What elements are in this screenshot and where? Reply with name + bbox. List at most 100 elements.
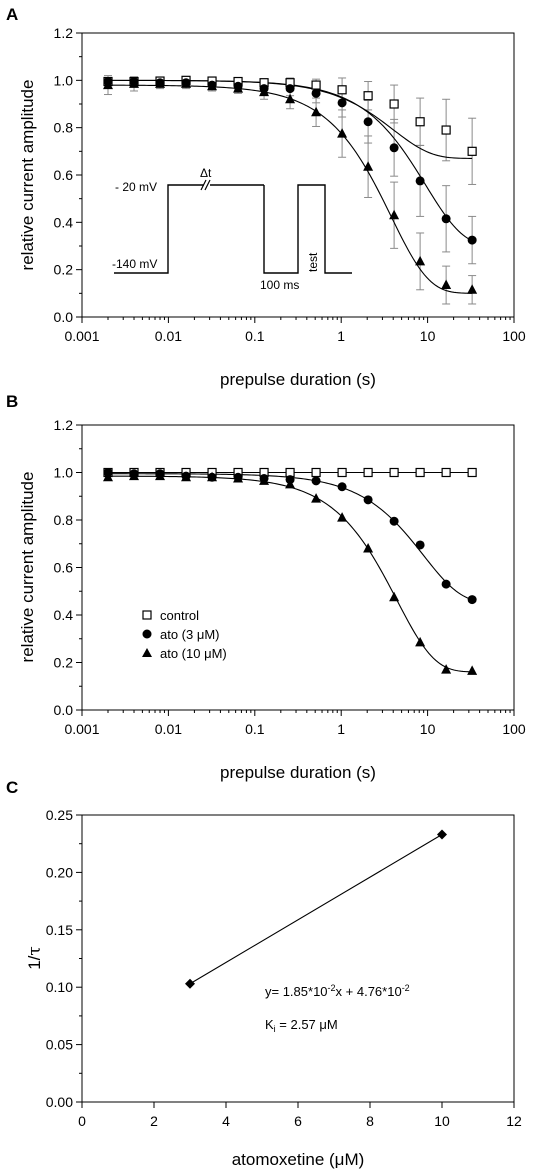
- data-point-square: [389, 99, 399, 109]
- data-point-circle: [441, 214, 451, 224]
- data-point-triangle: [389, 209, 400, 220]
- y-tick-label: 0.8: [54, 512, 74, 528]
- x-tick-label: 0.001: [64, 328, 99, 344]
- panel-b-data-points: [103, 467, 478, 675]
- y-tick-label: 0.00: [46, 1094, 73, 1110]
- data-point-circle: [363, 117, 373, 127]
- data-point-triangle: [103, 79, 114, 90]
- panel-a-x-axis: 0.001 0.01 0.1 1 10 100: [64, 317, 526, 344]
- panel-c-plot-frame: [81, 814, 515, 1103]
- data-point-square: [467, 146, 477, 156]
- x-tick-label: 1: [337, 328, 345, 344]
- data-point-square: [337, 467, 347, 478]
- x-tick-label: 2: [150, 1113, 158, 1129]
- data-point-circle: [285, 84, 295, 94]
- data-point-triangle: [259, 475, 270, 485]
- fit-curve: [108, 473, 473, 601]
- data-point-circle: [337, 98, 347, 108]
- y-tick-label: 0.15: [46, 922, 73, 938]
- regression-line: [189, 834, 443, 985]
- data-point-circle: [389, 516, 399, 526]
- x-tick-label: 0.1: [245, 721, 265, 737]
- legend-label-control: control: [160, 608, 199, 623]
- panel-c-x-axis: 0 2 4 6 8 10 12: [78, 1102, 522, 1129]
- data-point-triangle: [363, 543, 374, 553]
- data-point-circle: [337, 482, 347, 492]
- data-point-triangle: [259, 86, 270, 97]
- data-point-circle: [415, 540, 425, 550]
- y-tick-label: 0.8: [54, 120, 74, 136]
- panel-b-plot-frame: [81, 424, 515, 711]
- data-point-triangle: [337, 512, 348, 522]
- y-tick-label: 0.0: [54, 702, 74, 718]
- data-point-triangle: [389, 591, 400, 602]
- data-point-square: [441, 467, 451, 478]
- data-point-triangle: [103, 471, 114, 482]
- x-tick-label: 10: [420, 328, 436, 344]
- protocol-label-gap: 100 ms: [260, 278, 299, 292]
- data-point-circle: [467, 235, 477, 245]
- data-point-circle: [363, 495, 373, 505]
- panel-a-x-axis-label: prepulse duration (s): [220, 370, 376, 389]
- data-point-square: [311, 80, 321, 90]
- panel-c-ki: Ki = 2.57 μM: [265, 1017, 338, 1034]
- legend-label-ato-3: ato (3 μM): [160, 627, 220, 642]
- panel-b-y-axis: 0.0 0.2 0.4 0.6 0.8 1.0 1.2: [54, 417, 82, 718]
- data-point-circle: [415, 176, 425, 186]
- data-point-circle: [389, 143, 399, 153]
- data-point-circle: [467, 595, 477, 605]
- data-point-triangle: [233, 83, 244, 93]
- data-point-square: [389, 467, 399, 478]
- y-tick-label: 0.2: [54, 655, 74, 671]
- y-tick-label: 1.0: [54, 465, 74, 481]
- x-tick-label: 1: [337, 721, 345, 737]
- panel-c-y-axis: 0.00 0.05 0.10 0.15 0.20 0.25: [46, 807, 82, 1110]
- panel-c-x-axis-label: atomoxetine (μM): [232, 1150, 365, 1169]
- data-point-triangle: [441, 664, 452, 674]
- data-point-diamond: [437, 829, 447, 840]
- panel-a-plot-frame: [81, 32, 515, 318]
- data-point-square: [441, 125, 451, 135]
- legend-marker-ato-3: [142, 629, 152, 639]
- protocol-trace-test: [263, 184, 352, 274]
- data-point-triangle: [207, 80, 218, 91]
- panel-a-chart: 0.001 0.01 0.1 1 10 100 0.0 0.2 0.4 0.6 0.8 1.0 1.2…: [18, 25, 526, 389]
- x-tick-label: 0.1: [245, 328, 265, 344]
- y-tick-label: 0.10: [46, 979, 73, 995]
- protocol-label-high-voltage: - 20 mV: [115, 180, 157, 194]
- data-point-triangle: [311, 493, 322, 503]
- protocol-label-delta-t: Δt: [200, 166, 212, 180]
- panel-b-legend: control ato (3 μM) ato (10 μM): [142, 608, 227, 661]
- data-point-triangle: [181, 471, 192, 482]
- data-point-triangle: [155, 470, 166, 481]
- data-point-triangle: [415, 636, 426, 647]
- panel-c-chart: 0 2 4 6 8 10 12 0.00 0.05 0.10 0.15 0.20 0.25 y= 1.…: [25, 807, 522, 1169]
- data-point-square: [363, 467, 373, 478]
- y-tick-label: 0.4: [54, 607, 74, 623]
- data-point-triangle: [285, 478, 296, 489]
- x-tick-label: 100: [502, 328, 526, 344]
- data-point-circle: [441, 579, 451, 589]
- legend-marker-ato-10: [142, 648, 152, 657]
- legend-marker-control: [142, 610, 152, 620]
- y-tick-label: 0.05: [46, 1037, 73, 1053]
- data-point-triangle: [467, 665, 478, 675]
- data-point-diamond: [185, 978, 195, 989]
- data-point-triangle: [467, 284, 478, 294]
- data-point-triangle: [129, 78, 140, 88]
- legend-label-ato-10: ato (10 μM): [160, 646, 227, 661]
- panel-c-data-points: [185, 829, 447, 989]
- panel-b-chart: 0.001 0.01 0.1 1 10 100 0.0 0.2 0.4 0.6 0.8 1.0 1.2…: [18, 417, 526, 782]
- y-tick-label: 0.2: [54, 262, 74, 278]
- x-tick-label: 8: [366, 1113, 374, 1129]
- x-tick-label: 0.001: [64, 721, 99, 737]
- protocol-label-test: test: [306, 252, 320, 272]
- x-tick-label: 12: [506, 1113, 522, 1129]
- data-point-square: [311, 467, 321, 478]
- panel-a-y-axis: 0.0 0.2 0.4 0.6 0.8 1.0 1.2: [54, 25, 82, 325]
- x-tick-label: 100: [502, 721, 526, 737]
- data-point-square: [467, 467, 477, 478]
- y-tick-label: 1.2: [54, 417, 74, 433]
- data-point-triangle: [311, 106, 322, 117]
- data-point-square: [363, 91, 373, 101]
